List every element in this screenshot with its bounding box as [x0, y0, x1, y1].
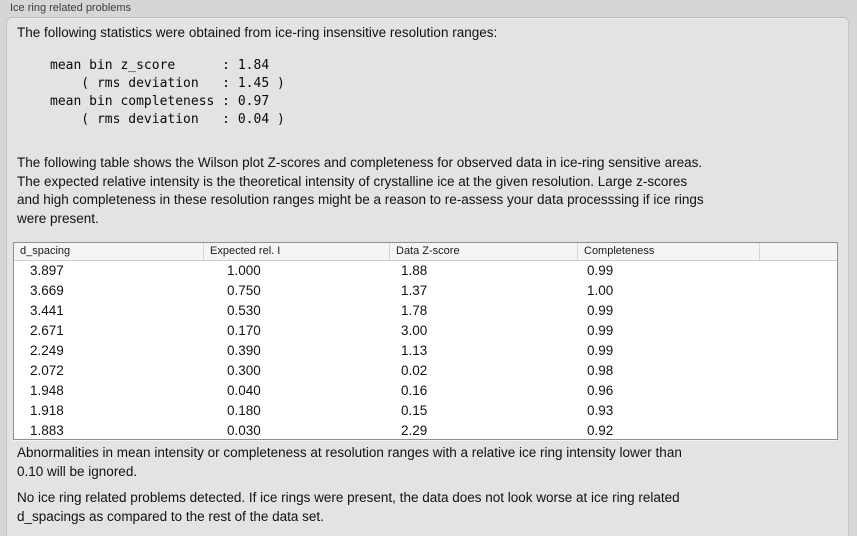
table-cell: 0.030 [227, 423, 261, 438]
table-cell: 1.88 [401, 263, 428, 278]
table-cell: 0.16 [401, 383, 428, 398]
table-row[interactable]: 2.072 0.300 0.02 0.98 [14, 361, 837, 381]
table-cell: 3.441 [30, 303, 64, 318]
table-cell: 3.00 [401, 323, 428, 338]
table-header-row: d_spacing Expected rel. I Data Z-score Comp… [14, 243, 837, 261]
table-row[interactable]: 3.669 0.750 1.37 1.00 [14, 281, 837, 301]
table-row[interactable]: 2.249 0.390 1.13 0.99 [14, 341, 837, 361]
table-row[interactable]: 1.918 0.180 0.15 0.93 [14, 401, 837, 421]
ice-ring-table: d_spacing Expected rel. I Data Z-score Comp… [13, 242, 838, 440]
table-cell: 0.99 [587, 343, 614, 358]
table-cell: 1.37 [401, 283, 428, 298]
table-cell: 2.249 [30, 343, 64, 358]
table-cell: 0.93 [587, 403, 614, 418]
intro-text: The following statistics were obtained f… [17, 25, 498, 40]
table-cell: 1.000 [227, 263, 261, 278]
table-cell: 1.883 [30, 423, 64, 438]
table-cell: 0.180 [227, 403, 261, 418]
table-cell: 0.170 [227, 323, 261, 338]
table-cell: 2.29 [401, 423, 428, 438]
table-cell: 3.669 [30, 283, 64, 298]
table-cell: 0.530 [227, 303, 261, 318]
column-header-completeness[interactable]: Completeness [577, 243, 759, 260]
ice-ring-groupbox: The following statistics were obtained f… [6, 17, 849, 536]
column-header-filler [759, 243, 837, 260]
table-row[interactable]: 3.441 0.530 1.78 0.99 [14, 301, 837, 321]
table-cell: 3.897 [30, 263, 64, 278]
table-body: 3.897 1.000 1.88 0.99 3.669 0.750 1.37 1.00 3.44… [14, 261, 837, 441]
table-cell: 0.390 [227, 343, 261, 358]
table-cell: 1.78 [401, 303, 428, 318]
table-cell: 0.02 [401, 363, 428, 378]
groupbox-title: Ice ring related problems [10, 2, 132, 14]
table-cell: 0.15 [401, 403, 428, 418]
table-cell: 0.99 [587, 303, 614, 318]
table-cell: 0.98 [587, 363, 614, 378]
table-cell: 0.92 [587, 423, 614, 438]
table-cell: 0.300 [227, 363, 261, 378]
table-cell: 0.99 [587, 323, 614, 338]
statistics-block: mean bin z_score : 1.84 ( rms deviation … [50, 58, 285, 127]
table-cell: 1.948 [30, 383, 64, 398]
conclusion-text: No ice ring related problems detected. I… [17, 490, 680, 524]
table-cell: 0.96 [587, 383, 614, 398]
table-cell: 1.918 [30, 403, 64, 418]
table-cell: 2.671 [30, 323, 64, 338]
table-cell: 2.072 [30, 363, 64, 378]
table-description-text: The following table shows the Wilson plo… [17, 155, 704, 226]
table-cell: 1.13 [401, 343, 428, 358]
table-row[interactable]: 2.671 0.170 3.00 0.99 [14, 321, 837, 341]
column-header-data-z-score[interactable]: Data Z-score [389, 243, 577, 260]
table-row[interactable]: 1.948 0.040 0.16 0.96 [14, 381, 837, 401]
table-cell: 1.00 [587, 283, 614, 298]
table-cell: 0.99 [587, 263, 614, 278]
table-cell: 0.750 [227, 283, 261, 298]
table-row[interactable]: 3.897 1.000 1.88 0.99 [14, 261, 837, 281]
ignore-note-text: Abnormalities in mean intensity or compl… [17, 445, 682, 479]
table-row[interactable]: 1.883 0.030 2.29 0.92 [14, 421, 837, 441]
column-header-expected-rel-i[interactable]: Expected rel. I [203, 243, 389, 260]
column-header-d-spacing[interactable]: d_spacing [20, 245, 71, 257]
table-cell: 0.040 [227, 383, 261, 398]
